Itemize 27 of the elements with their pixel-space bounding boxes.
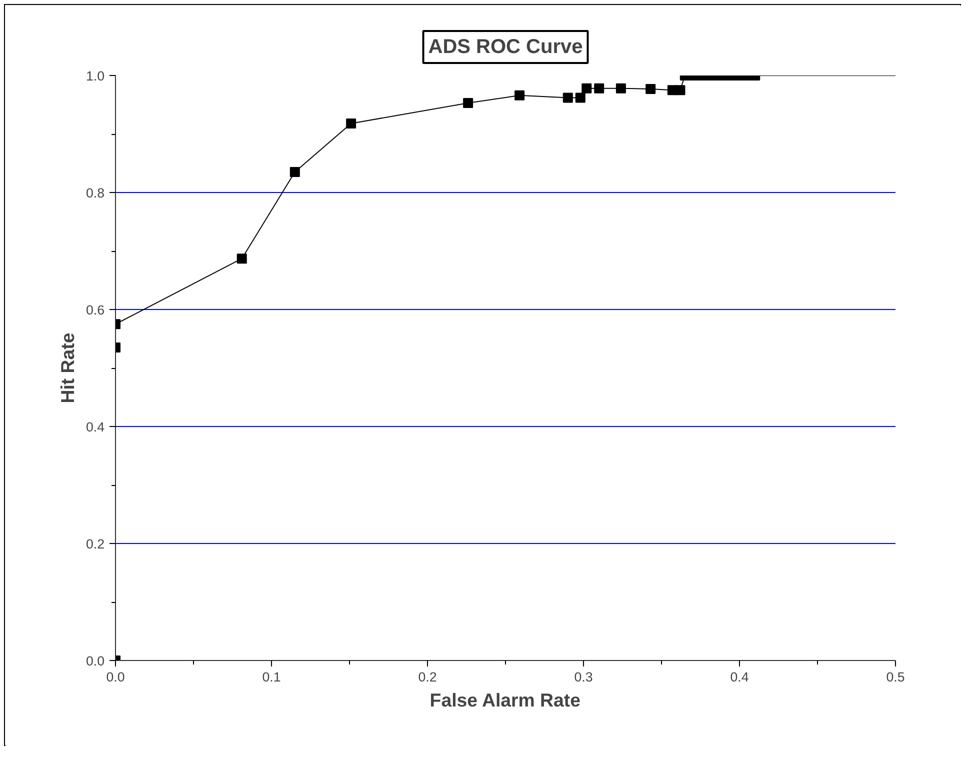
- point: [346, 118, 356, 128]
- x-tick-label: 0.3: [574, 670, 593, 684]
- point: [236, 254, 247, 264]
- y-tick-label: 1.0: [86, 68, 105, 84]
- point: [594, 83, 604, 94]
- x-axis-title: False Alarm Rate: [430, 690, 581, 710]
- x-tick-label: 0.2: [418, 670, 437, 684]
- point: [562, 92, 573, 103]
- chart-title: ADS ROC Curve: [428, 36, 583, 58]
- point: [646, 84, 656, 94]
- x-tick-label: 0.4: [730, 670, 750, 684]
- point: [514, 90, 525, 100]
- y-tick-label: 0.6: [86, 302, 105, 318]
- x-tick-label: 0.1: [262, 670, 281, 684]
- point: [616, 83, 626, 94]
- x-tick-label: 0.0: [106, 670, 125, 684]
- y-tick-label: 0.8: [86, 186, 105, 200]
- point: [575, 92, 586, 103]
- y-tick-label: 0.2: [86, 536, 105, 552]
- y-tick-label: 0.4: [86, 420, 106, 434]
- point: [463, 98, 474, 108]
- point: [582, 83, 592, 94]
- point: [675, 85, 686, 96]
- y-tick-label: 0.0: [86, 654, 105, 668]
- point: [290, 167, 300, 178]
- y-axis-title: Hit Rate: [56, 332, 78, 404]
- x-tick-label: 0.5: [886, 670, 905, 684]
